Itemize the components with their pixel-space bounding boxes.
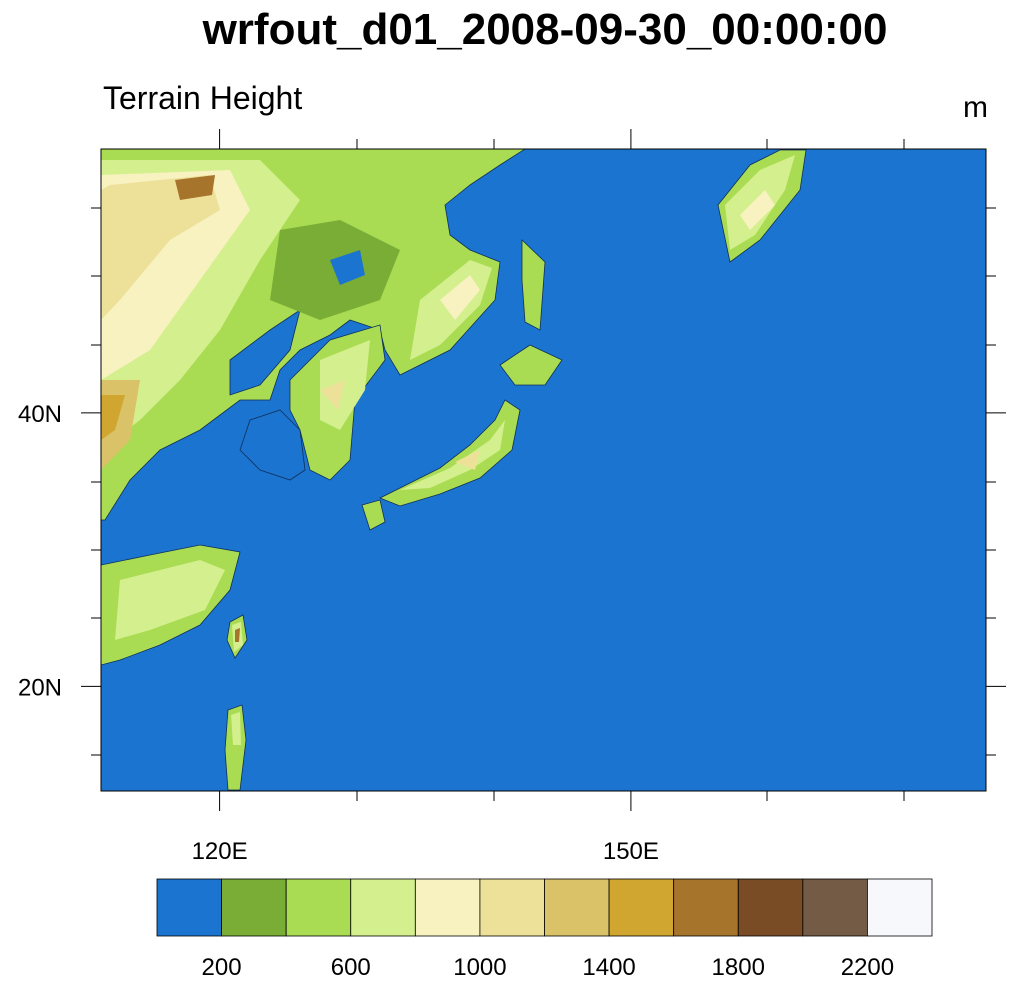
colorbar-label: 1800: [712, 954, 765, 981]
title: wrfout_d01_2008-09-30_00:00:00: [202, 5, 888, 54]
colorbar-box: [802, 878, 868, 937]
colorbar-box: [608, 878, 675, 937]
colorbar-box: [156, 878, 222, 937]
y-tick-label: 40N: [18, 401, 62, 428]
minor-ticks: [91, 139, 996, 801]
x-tick-label: 120E: [192, 838, 248, 865]
colorbar-box: [737, 878, 804, 937]
colorbar-box: [673, 878, 739, 937]
colorbar-box: [867, 878, 933, 937]
colorbar-box: [414, 878, 481, 937]
colorbar-box: [221, 878, 287, 937]
units: m: [963, 91, 988, 124]
x-tick-label: 150E: [603, 838, 659, 865]
colorbar-label: 1400: [582, 954, 635, 981]
colorbar-box: [544, 878, 610, 937]
y-tick-label: 20N: [18, 674, 62, 701]
colorbar-box: [350, 878, 416, 937]
map: [101, 149, 986, 791]
colorbar-box: [285, 878, 352, 937]
axes: 120E 150E 40N 20N 200 600 1000 1400 1800 2200: [18, 129, 1006, 981]
colorbar-label: 200: [202, 954, 242, 981]
colorbar-label: 600: [331, 954, 371, 981]
colorbar-box: [479, 878, 545, 937]
subtitle: Terrain Height: [103, 80, 302, 116]
colorbar-label: 1000: [453, 954, 506, 981]
colorbar-label: 2200: [841, 954, 894, 981]
map-frame: [100, 148, 987, 792]
